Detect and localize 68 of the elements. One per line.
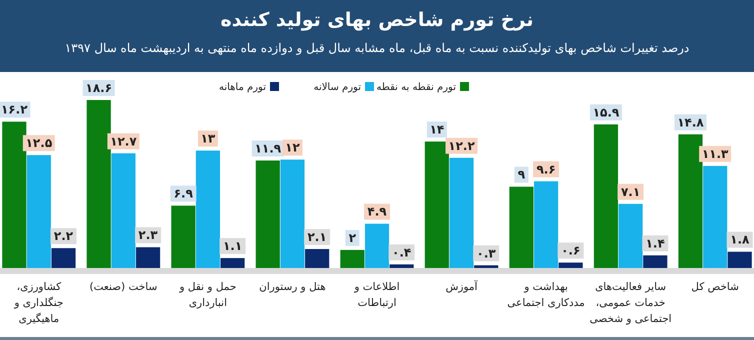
data-label: ۲.۲	[54, 229, 74, 244]
bar	[728, 252, 752, 268]
bar	[643, 255, 668, 268]
data-label: ۹.۶	[536, 162, 556, 176]
bar	[26, 155, 51, 268]
bar	[509, 186, 534, 268]
bar	[449, 158, 474, 268]
bar	[340, 250, 364, 268]
bar	[364, 224, 390, 268]
data-label: ۰.۶	[561, 244, 580, 258]
bar	[558, 262, 583, 268]
data-label: ۱۲	[285, 140, 300, 155]
legend-label: تورم نقطه به نقطه	[376, 82, 456, 93]
data-label: ۲.۳	[138, 228, 158, 242]
bar	[678, 134, 703, 268]
data-label: ۲	[348, 230, 357, 245]
data-label: ۱۵.۹	[592, 105, 620, 120]
bar	[305, 249, 330, 268]
bar	[256, 160, 280, 268]
data-label: ۰.۳	[476, 246, 496, 260]
bar	[51, 248, 76, 268]
x-tick-label: سایر فعالیت‌های خدمات عمومی، اجتماعی و شخصی	[590, 281, 672, 325]
bar	[111, 153, 136, 268]
x-tick-label: شاخص کل	[691, 281, 739, 293]
data-label: ۱۱.۹	[254, 142, 282, 156]
x-tick-label: هتل و رستوران	[259, 281, 326, 293]
bar	[390, 264, 414, 268]
bar	[86, 100, 111, 268]
x-tick-label: بهداشت و مددکاری اجتماعی	[507, 281, 585, 309]
x-tick-label: کشاورزی، جنگلداری و ماهیگیری	[13, 281, 64, 325]
legend-label: تورم ماهانه	[218, 82, 266, 93]
data-label: ۱۴	[430, 122, 444, 137]
data-label: ۱۶.۲	[0, 102, 28, 117]
bar	[136, 247, 160, 268]
data-label: ۱۳	[200, 132, 216, 146]
data-label: ۱۲.۷	[110, 134, 138, 148]
data-label: ۲.۱	[307, 230, 327, 244]
data-label: ۰.۴	[392, 245, 412, 260]
data-label: ۱۲.۵	[26, 136, 52, 150]
data-label: ۱۴.۸	[677, 115, 704, 130]
data-label: ۹	[518, 168, 526, 182]
data-label: ۱۸.۶	[86, 81, 112, 95]
bar	[2, 122, 26, 268]
bar	[280, 160, 305, 268]
bar	[703, 166, 728, 268]
x-tick-label: اطلاعات و ارتباطات	[353, 281, 400, 309]
bar	[424, 142, 449, 268]
data-label: ۴.۹	[367, 204, 388, 219]
bar	[220, 258, 245, 268]
data-label: ۷.۱	[620, 184, 640, 199]
bar	[618, 204, 643, 268]
bar	[474, 265, 498, 268]
data-label: ۶.۹	[174, 186, 194, 201]
bar	[534, 181, 558, 268]
x-tick-label: ساخت (صنعت)	[90, 281, 158, 293]
chart-title: نرخ تورم شاخص بهای تولید کننده	[220, 9, 534, 31]
legend-label: تورم سالانه	[314, 82, 362, 93]
x-tick-label: حمل و نقل و انبارداری	[178, 281, 236, 309]
data-label: ۱۱.۳	[702, 146, 730, 161]
data-label: ۱.۱	[222, 239, 242, 254]
data-label: ۱.۸	[730, 232, 750, 247]
x-tick-label: آموزش	[446, 280, 479, 293]
data-label: ۱.۴	[646, 236, 665, 250]
data-label: ۱۲.۲	[448, 138, 476, 153]
bar	[594, 124, 618, 268]
bar	[171, 206, 196, 268]
bar	[196, 150, 220, 268]
chart-subtitle: درصد تغییرات شاخص بهای تولیدکننده نسبت به ماه قبل، ماه مشابه سال قبل و دوازده ماه منتهی به اردیبهشت ماه سال ۱۳۹۷	[64, 41, 690, 55]
